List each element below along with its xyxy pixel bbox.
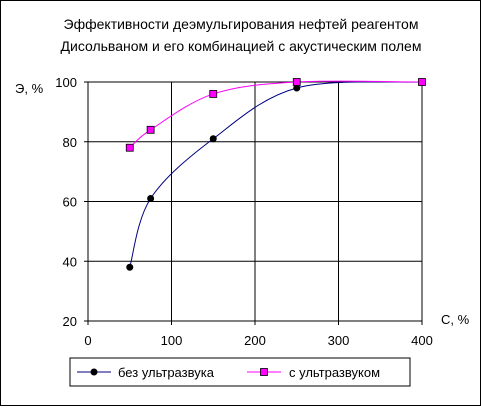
y-tick-label: 20 — [63, 314, 77, 329]
data-point-2 — [209, 90, 218, 98]
data-point-1 — [126, 263, 134, 271]
y-tick-label: 100 — [55, 75, 77, 90]
x-tick-label: 400 — [411, 333, 433, 348]
data-point-2 — [418, 78, 426, 86]
legend-box — [69, 357, 411, 387]
x-tick-label: 300 — [328, 333, 350, 348]
series-line-2 — [129, 80, 423, 149]
series-line-1 — [129, 81, 423, 268]
y-tick-label: 80 — [63, 135, 77, 150]
data-point-1 — [293, 84, 301, 92]
data-point-2 — [146, 125, 155, 134]
data-point-2 — [292, 78, 301, 86]
x-tick-label: 0 — [84, 333, 91, 348]
legend-marker-1 — [90, 368, 98, 376]
legend: без ультразвука с ультразвуком — [69, 357, 411, 387]
y-axis-title: Э, % — [15, 81, 44, 96]
y-tick-label: 40 — [63, 254, 77, 269]
x-tick-label: 100 — [161, 333, 183, 348]
legend-label-2: с ультразвуком — [289, 365, 380, 380]
data-point-1 — [147, 195, 155, 203]
legend-marker-2 — [260, 368, 268, 376]
legend-label-1: без ультразвука — [118, 365, 215, 380]
x-tick-label: 200 — [244, 333, 266, 348]
grid — [88, 81, 423, 321]
x-axis-title: С, % — [441, 312, 470, 327]
chart-title-line-1: Эффективности деэмульгирования нефтей ре… — [64, 16, 419, 32]
chart-title-line-2: Дисольваном и его комбинацией с акустиче… — [61, 38, 422, 54]
series — [125, 78, 426, 271]
data-point-2 — [125, 143, 134, 152]
tick-labels: 0 100 200 300 400 20 40 60 80 100 — [55, 75, 433, 348]
data-point-1 — [209, 135, 217, 143]
axes — [84, 81, 423, 325]
y-tick-label: 60 — [63, 195, 77, 210]
